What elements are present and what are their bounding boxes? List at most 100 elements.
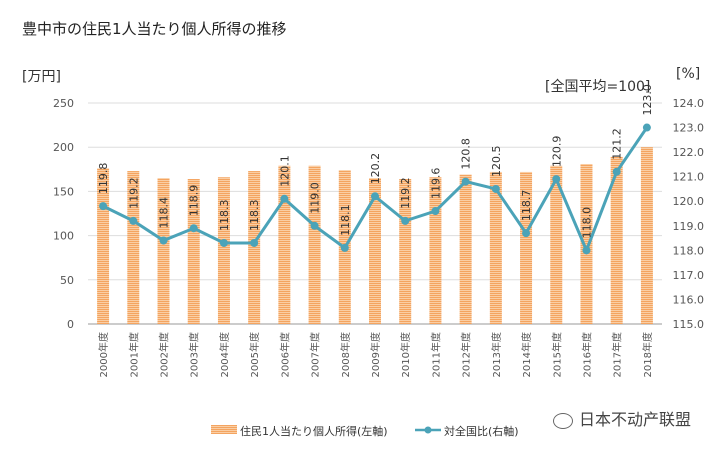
- data-label: 118.3: [248, 199, 261, 231]
- bar: [369, 178, 381, 324]
- bar: [640, 147, 653, 324]
- bar: [248, 171, 261, 324]
- left-tick-label: 100: [53, 230, 74, 243]
- data-label: 118.0: [580, 207, 593, 239]
- data-label: 123.0: [641, 84, 654, 116]
- data-label: 119.8: [97, 163, 110, 195]
- line-point: [522, 229, 531, 238]
- category-label: 2015年度: [550, 332, 563, 377]
- bar: [610, 156, 623, 324]
- data-label: 119.2: [399, 177, 412, 209]
- left-tick-label: 200: [53, 141, 74, 154]
- data-label: 119.2: [127, 177, 140, 209]
- right-tick-label: 121.0: [673, 171, 705, 184]
- data-label: 120.5: [490, 145, 503, 177]
- category-label: 2002年度: [158, 332, 171, 377]
- line-point: [371, 192, 379, 201]
- bar: [429, 177, 442, 324]
- bar: [459, 174, 472, 324]
- data-label: 118.7: [520, 190, 533, 222]
- left-tick-label: 250: [53, 97, 74, 110]
- bar: [278, 165, 291, 324]
- line-point: [461, 177, 470, 186]
- category-label: 2017年度: [611, 332, 624, 377]
- right-tick-label: 120.0: [673, 195, 705, 208]
- line-point: [552, 175, 561, 184]
- data-label: 119.0: [309, 182, 322, 214]
- line-point: [582, 246, 591, 255]
- bar: [489, 171, 502, 324]
- category-label: 2018年度: [641, 332, 654, 377]
- left-axis-label: [万円]: [22, 69, 61, 85]
- category-label: 2005年度: [248, 332, 261, 377]
- bar: [217, 177, 230, 324]
- bar: [580, 163, 593, 324]
- chart-title: 豊中市の住民1人当たり個人所得の推移: [22, 20, 287, 38]
- left-tick-label: 150: [53, 185, 74, 198]
- legend-bar-label: 住民1人当たり個人所得(左軸): [240, 425, 388, 438]
- wechat-icon: [553, 412, 573, 429]
- category-label: 2000年度: [97, 332, 110, 377]
- annotation: [全国平均=100]: [545, 79, 651, 95]
- line-point: [280, 194, 289, 203]
- line-point: [612, 167, 621, 176]
- bar: [187, 179, 200, 324]
- right-tick-label: 115.0: [673, 318, 705, 331]
- right-tick-label: 124.0: [673, 97, 705, 110]
- bar: [127, 171, 140, 324]
- data-label: 118.1: [339, 204, 352, 236]
- line-point: [99, 202, 108, 211]
- category-label: 2007年度: [309, 332, 322, 377]
- data-label: 118.9: [188, 185, 201, 217]
- bar: [399, 179, 412, 324]
- bar: [520, 171, 533, 324]
- line-point: [401, 216, 410, 225]
- data-label: 120.9: [550, 136, 563, 168]
- category-label: 2006年度: [278, 332, 291, 377]
- legend-line-label: 対全国比(右軸): [444, 425, 519, 438]
- right-tick-label: 117.0: [673, 269, 705, 282]
- right-tick-label: 122.0: [673, 146, 705, 159]
- line-point: [250, 238, 259, 247]
- watermark: 日本不动产联盟: [553, 406, 691, 430]
- data-label: 120.2: [369, 153, 382, 185]
- bar: [550, 165, 563, 324]
- data-label: 118.3: [218, 199, 231, 231]
- data-label: 120.8: [460, 138, 473, 170]
- category-label: 2009年度: [369, 332, 382, 377]
- data-label: 121.2: [611, 128, 624, 160]
- category-label: 2001年度: [127, 332, 140, 377]
- right-tick-label: 119.0: [673, 220, 705, 233]
- category-label: 2012年度: [460, 332, 473, 377]
- category-label: 2010年度: [399, 332, 412, 377]
- data-label: 119.6: [429, 168, 442, 200]
- category-label: 2016年度: [580, 332, 593, 377]
- left-tick-label: 0: [67, 318, 74, 331]
- line-point: [340, 243, 349, 252]
- line-point: [642, 123, 651, 132]
- data-label: 118.4: [158, 197, 171, 229]
- left-tick-label: 50: [60, 274, 74, 287]
- bar: [157, 178, 170, 324]
- right-tick-label: 118.0: [673, 244, 705, 257]
- line-point: [189, 224, 198, 233]
- line-point: [431, 207, 440, 216]
- category-label: 2014年度: [520, 332, 533, 377]
- category-label: 2008年度: [339, 332, 352, 377]
- category-label: 2004年度: [218, 332, 231, 377]
- line-point: [129, 216, 138, 225]
- category-label: 2011年度: [429, 332, 442, 377]
- category-label: 2013年度: [490, 332, 503, 377]
- right-tick-label: 123.0: [673, 122, 705, 135]
- line-point: [491, 184, 500, 193]
- line-point: [219, 238, 228, 247]
- right-axis-label: [%]: [676, 66, 701, 82]
- category-label: 2003年度: [188, 332, 201, 377]
- right-tick-label: 116.0: [673, 293, 705, 306]
- line-point: [310, 221, 319, 230]
- data-label: 120.1: [278, 155, 291, 187]
- bar: [308, 165, 321, 324]
- line-point: [159, 236, 168, 245]
